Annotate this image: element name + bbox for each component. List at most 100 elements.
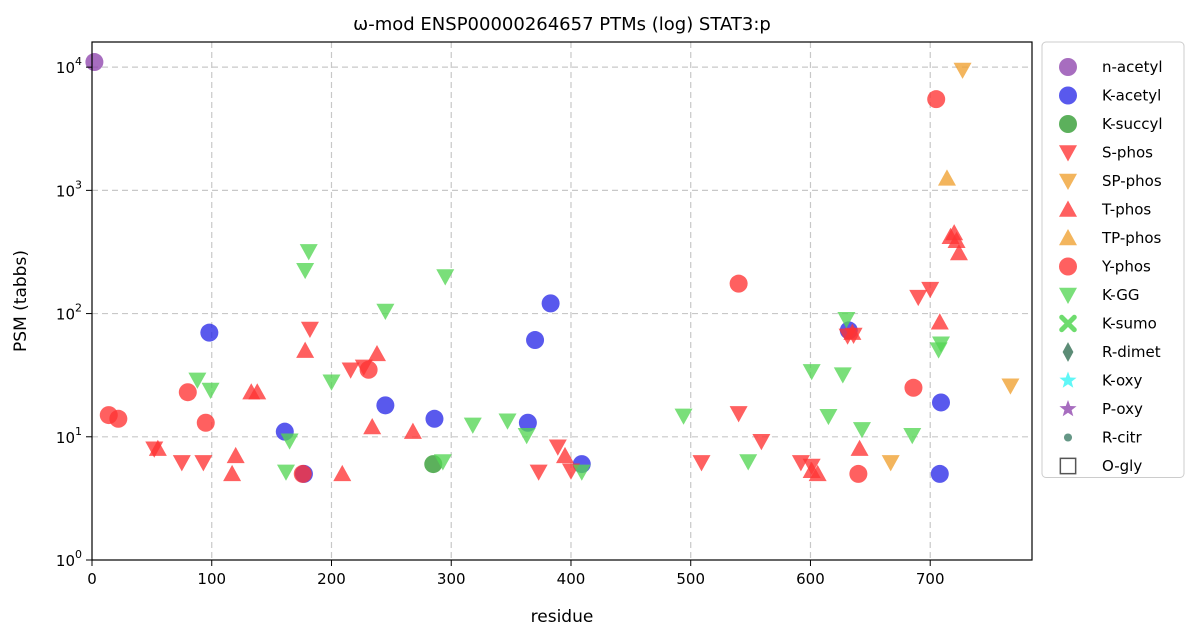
y-tick-label: 100 [56,548,82,570]
legend-label: K-succyl [1102,115,1163,133]
point-T-phos [223,464,242,482]
y-tick-label: 101 [56,425,82,447]
chart-title: ω-mod ENSP00000264657 PTMs (log) STAT3:p [353,14,771,35]
point-K-GG [201,382,220,399]
point-K-GG [837,312,856,329]
point-K-acetyl [526,331,545,350]
point-K-GG [852,422,871,439]
point-K-GG [931,336,950,353]
point-K-acetyl [425,409,444,428]
point-T-phos [403,422,422,439]
point-Y-phos [359,360,378,379]
legend-label: SP-phos [1102,172,1162,190]
point-K-GG [376,303,395,320]
y-tick-label: 103 [56,178,82,200]
legend-marker-S-phos [1059,145,1077,162]
point-TP-phos [937,169,956,186]
point-K-GG [739,454,758,471]
x-axis-label: residue [531,607,594,627]
point-T-phos [947,231,966,248]
point-S-phos [341,362,360,379]
x-tick-label: 100 [197,570,226,588]
point-K-acetyl [200,323,219,342]
point-S-phos [300,321,319,338]
legend-marker-O-gly [1059,457,1077,475]
legend-label: K-GG [1102,286,1139,304]
point-K-GG [802,364,821,381]
y-axis-label: PSM (tabbs) [11,250,31,352]
x-tick-label: 300 [437,570,466,588]
x-tick-label: 500 [676,570,705,588]
point-K-GG [498,413,517,430]
point-SP-phos [881,455,900,472]
legend-marker-K-acetyl [1059,86,1077,105]
legend-marker-TP-phos [1059,229,1077,246]
point-K-acetyl [930,464,949,483]
legend-label: K-oxy [1102,372,1143,390]
y-tick-label: 104 [56,55,82,77]
legend-label: S-phos [1102,144,1153,162]
point-K-acetyl [518,413,537,432]
legend-marker-K-oxy [1059,371,1077,388]
point-Y-phos [904,378,923,397]
legend-label: R-citr [1102,429,1143,447]
point-K-GG [433,454,452,471]
point-K-acetyl [376,396,395,415]
x-tick-label: 700 [916,570,945,588]
legend-frame [1041,41,1185,478]
x-tick-label: 200 [317,570,346,588]
point-Y-phos [196,413,215,432]
legend-marker-R-citr [1063,433,1073,442]
legend-label: P-oxy [1102,400,1143,418]
point-S-phos [548,439,567,456]
point-K-GG [819,408,838,426]
legend-marker-R-dimet [1062,342,1074,362]
point-T-phos [850,439,869,456]
point-Y-phos [178,383,197,402]
point-T-phos [226,446,245,464]
point-T-phos [555,446,574,464]
point-S-phos [194,455,213,472]
point-K-GG [833,367,852,384]
point-T-phos [296,341,315,358]
point-K-GG [436,269,455,286]
legend-label: R-dimet [1102,343,1161,361]
point-K-GG [299,244,318,261]
legend-marker-K-succyl [1059,115,1077,133]
point-SP-phos [1001,378,1020,395]
point-SP-phos [953,62,972,79]
point-Y-phos [849,464,868,483]
point-T-phos [333,464,352,482]
point-S-phos [729,406,748,423]
legend-label: n-acetyl [1102,58,1163,76]
legend-marker-SP-phos [1059,173,1077,190]
legend-label: K-acetyl [1102,87,1161,105]
point-T-phos [363,418,382,435]
point-K-GG [280,433,299,450]
x-tick-label: 400 [557,570,586,588]
x-tick-label: 600 [796,570,825,588]
point-S-phos [752,434,771,451]
point-Y-phos [729,274,748,293]
legend-marker-Y-phos [1059,257,1077,276]
point-T-phos [930,313,949,330]
legend-label: TP-phos [1101,229,1161,247]
point-S-phos [692,455,711,472]
point-T-phos [808,464,827,482]
y-tick-label: 102 [56,302,82,324]
legend-marker-n-acetyl [1059,58,1077,76]
legend-label: O-gly [1102,457,1142,475]
point-K-GG [572,464,591,481]
point-K-GG [674,408,693,425]
point-T-phos [248,383,267,400]
point-K-acetyl [931,393,950,412]
point-Y-phos [109,409,128,428]
point-K-GG [296,262,315,280]
point-T-phos [367,344,386,362]
point-K-GG [188,372,207,389]
legend-label: Y-phos [1101,258,1151,276]
point-T-phos [148,439,167,456]
point-n-acetyl [85,53,104,72]
point-K-acetyl [541,294,560,313]
grid-lines [92,42,1032,560]
